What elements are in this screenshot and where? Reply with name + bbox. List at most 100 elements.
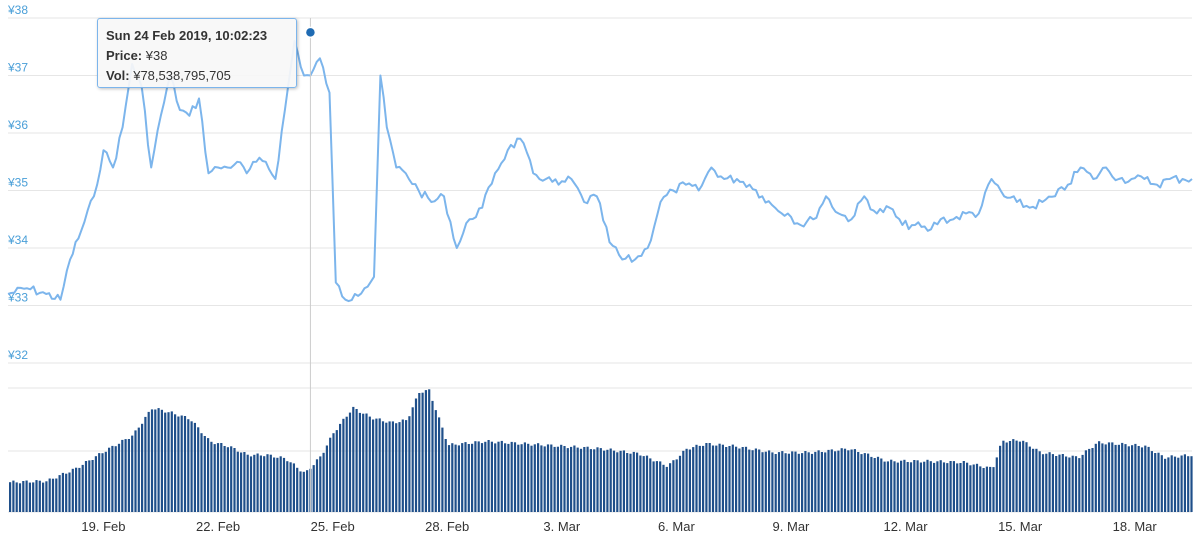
volume-bar [269, 454, 272, 512]
volume-bar [256, 453, 259, 512]
volume-bar [494, 443, 497, 512]
volume-bar [477, 441, 480, 512]
volume-bar [28, 482, 31, 512]
volume-bar [434, 410, 437, 512]
volume-bar [962, 461, 965, 512]
volume-bar [1117, 444, 1120, 512]
volume-bar [853, 449, 856, 512]
volume-bar [1022, 440, 1025, 512]
volume-bar [405, 420, 408, 512]
volume-bar [705, 443, 708, 512]
volume-bar [1084, 450, 1087, 512]
volume-bar [1121, 442, 1124, 512]
volume-bar [121, 439, 124, 512]
volume-bar [820, 452, 823, 512]
volume-bar [563, 446, 566, 512]
volume-bar [731, 444, 734, 512]
volume-bar [1177, 457, 1180, 512]
volume-bar [180, 415, 183, 512]
volume-bar [619, 450, 622, 512]
volume-bar [1157, 452, 1160, 512]
volume-bar [358, 412, 361, 512]
volume-bar [946, 463, 949, 512]
volume-bar [1061, 454, 1064, 512]
volume-bar [972, 464, 975, 512]
volume-bar [1071, 455, 1074, 512]
volume-bar [55, 478, 58, 512]
volume-bar [612, 450, 616, 512]
volume-bar [748, 449, 751, 512]
volume-bar [695, 444, 698, 512]
volume-bar [174, 414, 177, 512]
volume-bar [75, 467, 78, 512]
volume-bar [579, 448, 583, 512]
volume-bar [117, 443, 121, 512]
volume-bar [48, 478, 51, 512]
volume-bar [553, 446, 556, 512]
volume-bar [675, 459, 678, 512]
volume-bar [332, 433, 335, 512]
volume-bar [1008, 441, 1012, 512]
volume-bar [893, 461, 896, 512]
volume-bar [98, 453, 101, 512]
volume-bar [669, 463, 672, 512]
volume-bar [467, 444, 470, 512]
volume-bar [1101, 443, 1104, 512]
price-tooltip: Sun 24 Feb 2019, 10:02:23 Price: ¥38 Vol… [97, 18, 297, 88]
volume-bar [969, 465, 972, 512]
volume-bar [345, 416, 348, 512]
volume-bar [1005, 442, 1008, 512]
volume-bar [395, 423, 398, 512]
volume-bar [797, 453, 800, 512]
volume-bar [992, 467, 995, 512]
volume-bar [42, 482, 45, 512]
volume-bar [164, 412, 167, 512]
volume-bar [296, 467, 299, 512]
volume-bar [1190, 456, 1193, 512]
volume-bar [378, 418, 381, 512]
volume-bar [348, 412, 352, 512]
volume-bar [68, 472, 71, 512]
volume-bar [873, 458, 876, 512]
volume-bar [794, 451, 797, 512]
volume-bar [1068, 457, 1071, 512]
volume-bar [352, 406, 355, 512]
volume-bar [1035, 448, 1038, 512]
volume-bar [1038, 451, 1041, 512]
volume-bar [576, 447, 579, 512]
volume-bar [193, 422, 196, 512]
volume-bar [698, 445, 701, 512]
volume-bar [761, 452, 764, 512]
volume-bar [299, 471, 302, 512]
volume-bar [781, 451, 784, 512]
volume-bar [167, 412, 170, 512]
volume-bar [246, 454, 249, 512]
volume-bar [738, 448, 741, 512]
volume-bar [774, 454, 777, 512]
volume-bar [170, 411, 173, 512]
y-tick-label: ¥37 [7, 61, 28, 75]
volume-bar [537, 443, 540, 512]
volume-bar [870, 456, 873, 512]
volume-bar [388, 421, 391, 512]
volume-bar [919, 462, 922, 512]
volume-bar [114, 446, 117, 512]
volume-bar [289, 462, 292, 512]
volume-bar [58, 475, 61, 512]
volume-bar [626, 453, 629, 512]
y-tick-label: ¥34 [7, 233, 28, 247]
tooltip-date: Sun 24 Feb 2019, 10:02:23 [106, 28, 268, 43]
volume-bar [860, 454, 863, 512]
volume-bar [286, 461, 289, 512]
volume-bar [982, 468, 985, 512]
volume-bar [573, 445, 576, 512]
volume-bar [923, 461, 926, 512]
volume-bar [863, 453, 866, 512]
volume-bar [411, 407, 414, 512]
volume-bar [632, 451, 635, 512]
y-axis-ticks: ¥32 ¥33 ¥34 ¥35 ¥36 ¥37 ¥38 [7, 3, 28, 362]
volume-bar [84, 461, 88, 512]
volume-bar [487, 440, 490, 512]
tooltip-price-value: ¥38 [145, 48, 168, 63]
volume-bar [1180, 455, 1183, 512]
